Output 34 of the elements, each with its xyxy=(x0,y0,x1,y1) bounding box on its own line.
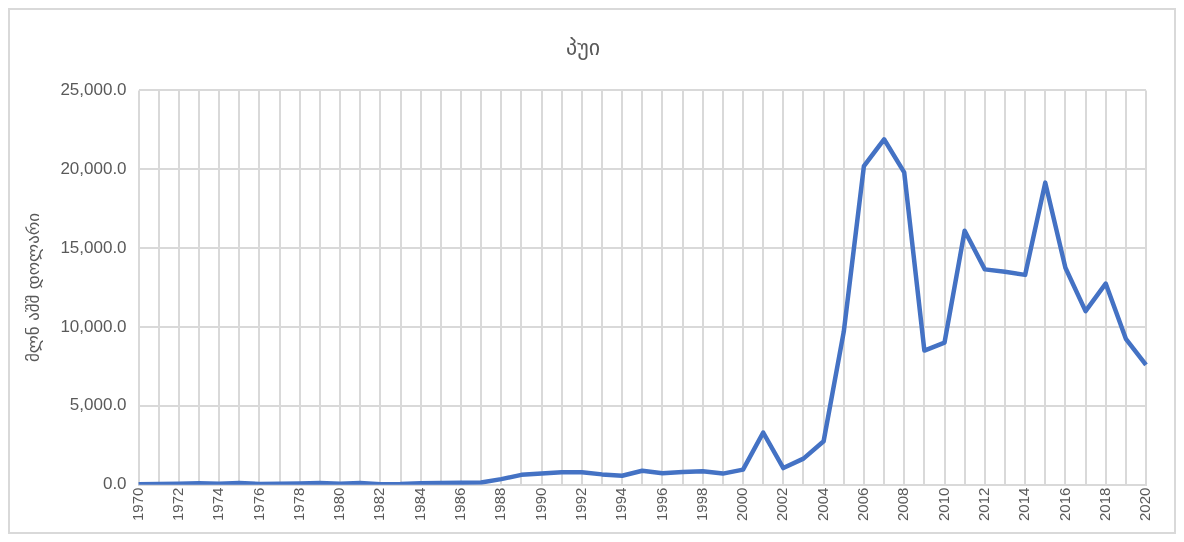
x-tick-label: 1992 xyxy=(571,487,589,522)
x-tick-label: 1970 xyxy=(128,487,146,522)
x-tick-label: 2002 xyxy=(773,487,791,522)
x-tick-label: 1978 xyxy=(289,487,307,522)
x-tick-label: 2008 xyxy=(894,487,912,522)
x-tick-label: 2018 xyxy=(1095,487,1113,522)
x-tick-label: 2012 xyxy=(974,487,992,522)
y-tick-label: 5,000.0 xyxy=(69,395,127,415)
x-tick-label: 1988 xyxy=(491,487,509,522)
x-tick-label: 2020 xyxy=(1136,487,1154,522)
y-tick-label: 10,000.0 xyxy=(60,316,127,336)
x-tick-label: 2004 xyxy=(813,487,831,522)
y-tick-label: 20,000.0 xyxy=(60,158,127,178)
y-axis-title: მლნ აშშ დოლარი xyxy=(22,212,43,363)
y-tick-label: 15,000.0 xyxy=(60,237,127,257)
x-tick-label: 1990 xyxy=(531,487,549,522)
x-tick-label: 2000 xyxy=(733,487,751,522)
x-tick-label: 1972 xyxy=(169,487,187,522)
x-tick-label: 1976 xyxy=(249,487,267,522)
x-tick-label: 2014 xyxy=(1015,487,1033,522)
x-tick-label: 1980 xyxy=(330,487,348,522)
x-tick-label: 1998 xyxy=(692,487,710,522)
x-tick-label: 1982 xyxy=(370,487,388,522)
x-tick-label: 2010 xyxy=(934,487,952,522)
x-tick-label: 2016 xyxy=(1055,487,1073,522)
x-tick-label: 1994 xyxy=(612,487,630,522)
y-tick-label: 25,000.0 xyxy=(60,80,127,100)
x-tick-label: 1974 xyxy=(209,487,227,522)
x-tick-label: 1986 xyxy=(451,487,469,522)
chart-title: პუი xyxy=(565,34,601,60)
x-tick-label: 1984 xyxy=(410,487,428,522)
x-tick-label: 2006 xyxy=(854,487,872,522)
y-tick-label: 0.0 xyxy=(102,474,127,494)
x-tick-label: 1996 xyxy=(652,487,670,522)
